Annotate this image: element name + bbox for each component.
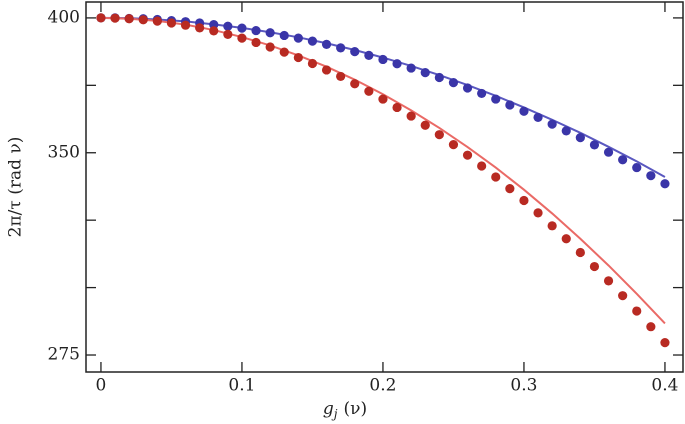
data-point	[293, 33, 303, 43]
data-point	[491, 94, 501, 104]
data-point	[462, 150, 473, 160]
data-point	[561, 126, 571, 136]
data-point	[307, 36, 318, 46]
data-point	[505, 184, 515, 194]
data-point	[321, 65, 332, 75]
data-point	[350, 47, 360, 57]
data-point	[491, 172, 501, 182]
data-point	[265, 42, 275, 52]
data-point	[505, 100, 515, 110]
data-point	[378, 94, 388, 104]
data-point	[448, 78, 459, 88]
data-point	[336, 71, 346, 82]
data-point	[378, 54, 388, 65]
x-label-symbol: g	[323, 399, 334, 419]
data-point	[420, 68, 430, 78]
data-point	[477, 88, 487, 99]
data-point	[420, 120, 430, 130]
data-point	[223, 21, 233, 31]
data-point	[336, 43, 346, 53]
data-point	[251, 37, 261, 48]
data-point	[448, 140, 459, 150]
data-point	[618, 291, 628, 301]
x-tick-label: 0	[96, 376, 107, 396]
data-point	[195, 23, 205, 33]
data-point	[434, 130, 444, 140]
series-line	[100, 16, 666, 325]
data-point	[138, 15, 148, 25]
data-point	[406, 63, 416, 73]
data-point	[589, 261, 600, 272]
data-point	[350, 79, 360, 89]
data-point	[279, 30, 289, 41]
data-point	[265, 28, 275, 38]
x-tick-label: 0.3	[510, 376, 537, 396]
data-point	[660, 179, 670, 189]
data-point	[603, 147, 614, 157]
data-point	[237, 33, 247, 43]
x-axis-label: gj (ν)	[323, 399, 367, 421]
data-point	[632, 162, 642, 173]
y-tick-label: 400	[48, 7, 80, 27]
data-point	[392, 59, 402, 69]
data-point	[166, 18, 177, 28]
data-point	[124, 14, 134, 24]
data-point	[321, 39, 332, 49]
data-point	[364, 50, 374, 60]
data-point	[603, 276, 614, 286]
data-point	[589, 140, 600, 150]
y-axis-label: 2π/τ (rad ν)	[6, 137, 26, 238]
data-point	[575, 247, 585, 258]
y-tick-label: 350	[48, 142, 80, 162]
data-point	[547, 119, 557, 129]
data-point	[660, 338, 670, 348]
data-point	[533, 112, 543, 123]
x-tick-label: 0.1	[228, 376, 255, 396]
x-label-unit: (ν)	[344, 399, 368, 419]
data-point	[547, 221, 557, 231]
data-point	[279, 47, 289, 57]
x-tick-label: 0.2	[369, 376, 396, 396]
data-point	[646, 322, 656, 332]
data-point	[223, 29, 233, 39]
data-point	[237, 23, 247, 33]
data-point	[251, 25, 261, 36]
data-point	[646, 171, 656, 181]
data-point	[110, 13, 120, 23]
data-point	[392, 102, 402, 113]
data-point	[575, 133, 585, 143]
data-point	[364, 86, 374, 96]
data-point	[406, 111, 416, 121]
data-point	[618, 155, 628, 165]
data-point	[293, 52, 303, 63]
data-point	[152, 16, 162, 26]
y-tick-label: 275	[48, 345, 80, 365]
data-point	[519, 106, 529, 116]
data-point	[477, 161, 487, 171]
data-point	[307, 58, 318, 69]
data-point	[462, 83, 473, 93]
x-tick-label: 0.4	[651, 376, 678, 396]
data-point	[434, 72, 444, 83]
x-label-subscript: j	[331, 407, 338, 421]
data-point	[180, 20, 191, 30]
data-point	[519, 195, 529, 206]
data-point	[533, 208, 543, 218]
data-point	[209, 26, 219, 36]
data-point	[561, 234, 571, 244]
plot-frame	[85, 1, 684, 373]
data-point	[96, 13, 106, 23]
data-point	[632, 306, 642, 316]
